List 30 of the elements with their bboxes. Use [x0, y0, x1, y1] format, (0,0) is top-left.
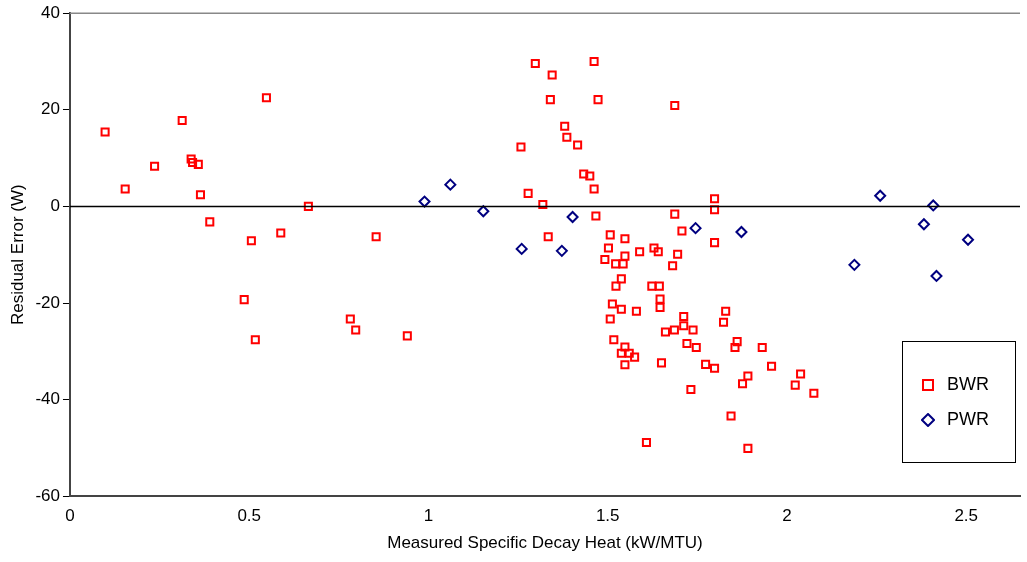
x-tick-label: 1	[423, 506, 434, 526]
x-tick-label: 0	[65, 506, 75, 526]
y-tick-label: -60	[35, 485, 60, 505]
x-tick-label: 0.5	[237, 506, 262, 526]
x-tick-label: 1.5	[595, 506, 620, 526]
y-tick-label: -40	[35, 389, 60, 409]
point	[566, 211, 579, 224]
y-tick-label: 0	[50, 196, 60, 216]
point	[962, 233, 975, 246]
y-tick-label: 20	[41, 99, 60, 119]
y-tick-label: -20	[35, 292, 60, 312]
y-axis-title: Residual Error (W)	[7, 184, 27, 326]
point	[735, 226, 748, 238]
point	[555, 244, 568, 257]
x-tick-label: 2.5	[954, 506, 979, 526]
point	[874, 189, 887, 202]
legend-label: BWR	[947, 374, 989, 396]
legend-label: PWR	[947, 409, 989, 431]
point	[927, 199, 940, 212]
point	[477, 205, 490, 218]
point	[689, 222, 702, 235]
point	[515, 242, 528, 255]
x-axis-title: Measured Specific Decay Heat (kW/MTU)	[387, 533, 703, 553]
point	[444, 178, 457, 191]
y-tick-label: 40	[41, 2, 60, 22]
point	[917, 218, 930, 231]
point	[930, 269, 943, 282]
point	[848, 258, 861, 271]
point	[418, 195, 431, 208]
x-tick-label: 2	[782, 506, 792, 526]
